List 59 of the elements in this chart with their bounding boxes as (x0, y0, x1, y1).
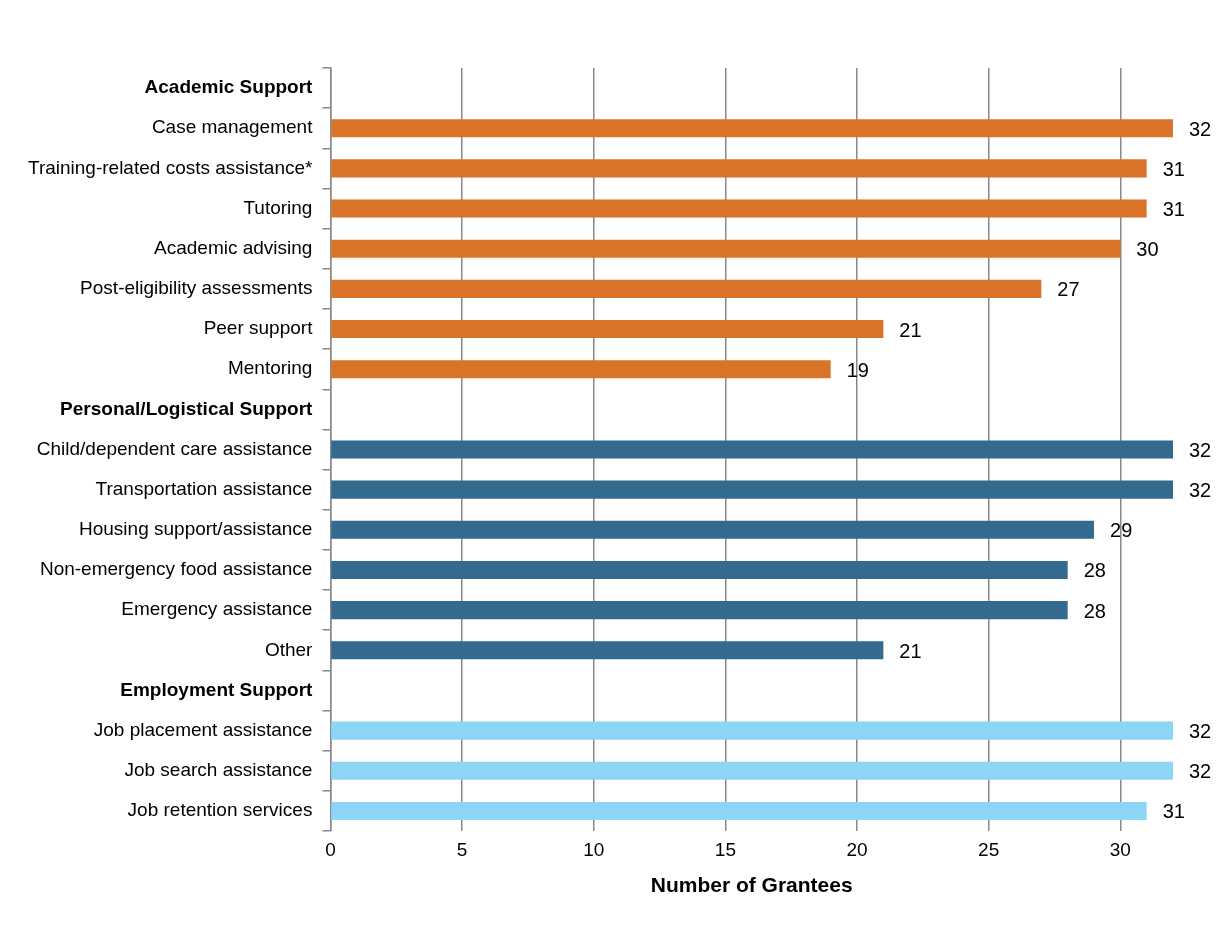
data-label: 32 (1189, 720, 1212, 743)
x-tick-label: 15 (714, 838, 736, 860)
bar (331, 560, 1068, 580)
bar (331, 721, 1173, 740)
y-tick-label: Case management (151, 116, 314, 138)
bar (331, 761, 1173, 780)
bar (331, 119, 1173, 138)
data-label: 31 (1162, 800, 1185, 823)
data-label: 28 (1083, 599, 1106, 622)
data-label: 29 (1110, 519, 1133, 542)
x-tick-label: 25 (978, 838, 1000, 860)
bar (331, 601, 1068, 620)
x-tick-label: 10 (583, 838, 605, 860)
y-tick-label: Peer support (203, 317, 314, 339)
y-tick-label: Personal/Logistical Support (60, 397, 314, 419)
y-tick-label: Job search assistance (124, 759, 313, 780)
x-tick-label: 5 (456, 838, 468, 860)
data-label: 19 (846, 358, 869, 381)
bar (331, 159, 1147, 178)
y-tick-label: Non-emergency food assistance (39, 558, 313, 580)
x-tick-label: 20 (846, 838, 868, 860)
data-label: 28 (1083, 559, 1106, 582)
y-tick-label: Academic advising (154, 236, 313, 258)
y-tick-label: Employment Support (120, 678, 314, 700)
y-tick-label: Emergency assistance (121, 598, 313, 620)
data-label: 31 (1162, 198, 1185, 221)
data-label: 21 (899, 318, 922, 341)
y-tick-label: Post-eligibility assessments (80, 277, 313, 299)
y-tick-label: Other (264, 638, 314, 660)
data-label: 32 (1189, 117, 1212, 140)
bar (331, 440, 1173, 459)
bar (331, 239, 1121, 258)
data-label: 27 (1057, 278, 1080, 301)
y-tick-label: Mentoring (227, 357, 313, 379)
y-tick-label: Job placement assistance (93, 718, 313, 740)
x-tick-label: 30 (1109, 838, 1131, 860)
bar (331, 279, 1042, 298)
bar (331, 360, 831, 379)
x-axis-title: Number of Grantees (650, 873, 853, 897)
y-tick-label: Academic Support (144, 76, 314, 98)
bar (331, 641, 884, 660)
y-tick-label: Transportation assistance (95, 477, 313, 499)
y-tick-label: Job retention services (127, 799, 313, 821)
x-tick-label: 0 (325, 838, 336, 860)
data-label: 32 (1189, 479, 1212, 502)
data-label: 21 (899, 639, 922, 662)
data-label: 31 (1162, 157, 1185, 180)
data-label: 32 (1189, 439, 1212, 462)
bar (331, 520, 1095, 539)
y-tick-label: Training-related costs assistance* (27, 156, 314, 178)
y-tick-label: Housing support/assistance (79, 518, 313, 540)
y-tick-label: Tutoring (243, 196, 313, 218)
data-label: 32 (1189, 760, 1212, 783)
data-label: 30 (1136, 238, 1159, 261)
bar (331, 319, 884, 339)
bar (331, 480, 1173, 499)
bar (331, 801, 1147, 820)
bar (331, 199, 1147, 218)
y-tick-label: Child/dependent care assistance (36, 437, 313, 459)
